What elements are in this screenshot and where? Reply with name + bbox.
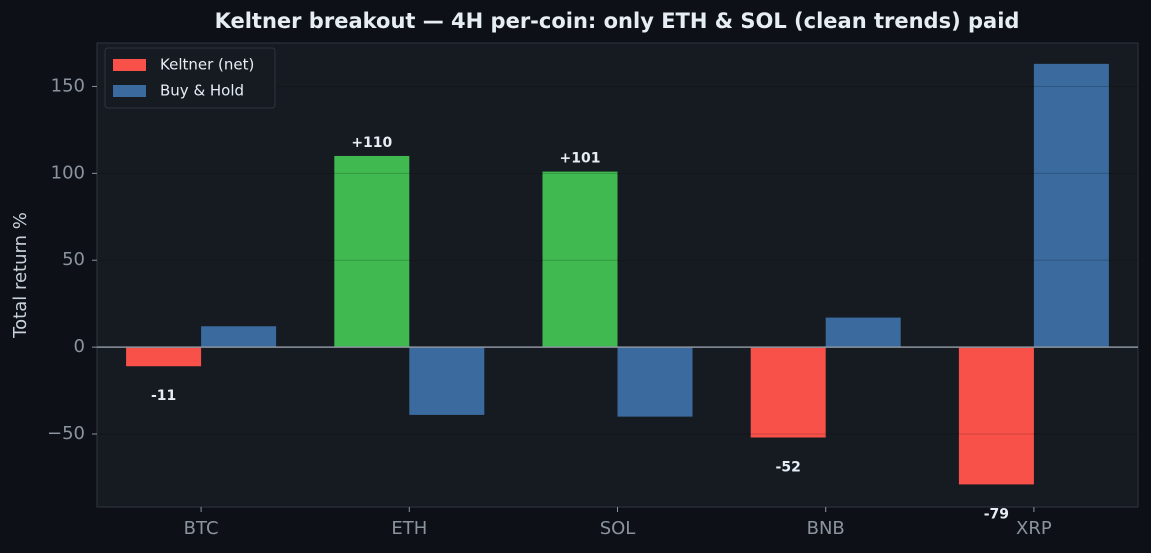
bar: [334, 155, 410, 348]
x-tick-label: BNB: [807, 518, 845, 539]
value-label: -11: [151, 388, 176, 404]
legend-label: Keltner (net): [160, 56, 254, 74]
y-axis-label: Total return %: [10, 212, 31, 339]
legend-box: [104, 47, 276, 109]
bar: [542, 171, 618, 348]
bar: [750, 347, 826, 438]
bar: [1033, 63, 1109, 348]
value-label: +101: [560, 151, 601, 167]
y-tick-label: 0: [74, 336, 85, 357]
x-tick-label: XRP: [1016, 518, 1052, 539]
value-label: +110: [351, 135, 392, 151]
bar: [958, 347, 1034, 485]
x-tick-label: BTC: [184, 518, 219, 539]
bar: [126, 347, 202, 367]
bar: [201, 326, 277, 348]
y-tick-label: 150: [51, 75, 85, 96]
chart-title: Keltner breakout — 4H per-coin: only ETH…: [215, 9, 1020, 33]
bar: [617, 347, 693, 417]
value-label: -79: [984, 506, 1009, 522]
legend-swatch: [113, 85, 146, 97]
bar: [825, 317, 901, 348]
legend-swatch: [113, 59, 146, 71]
y-tick-label: 50: [62, 249, 85, 270]
legend-label: Buy & Hold: [160, 82, 244, 100]
x-tick-label: SOL: [600, 518, 636, 539]
y-tick-label: 100: [51, 162, 85, 183]
x-tick-label: ETH: [391, 518, 427, 539]
value-label: -52: [776, 459, 801, 475]
bar: [409, 347, 485, 415]
y-tick-label: −50: [47, 423, 85, 444]
